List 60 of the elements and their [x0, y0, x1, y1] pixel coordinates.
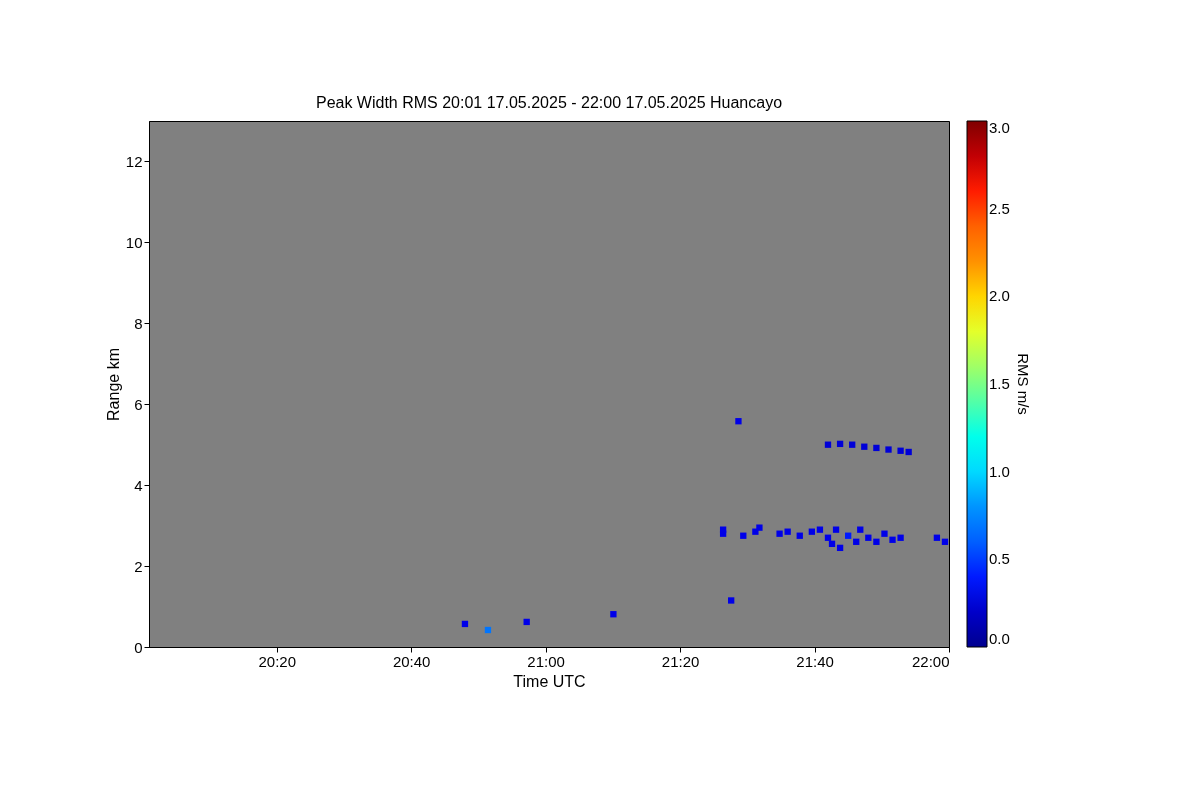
y-tick-label: 10 — [125, 233, 143, 251]
point — [735, 418, 742, 425]
x-tick-label: 20:40 — [392, 652, 431, 670]
point — [824, 534, 832, 541]
point — [796, 532, 803, 539]
x-tick-label: 21:00 — [527, 652, 565, 670]
point — [889, 536, 896, 543]
point — [933, 534, 941, 541]
point — [824, 441, 832, 448]
y-tick-label: 2 — [134, 557, 143, 575]
point — [784, 528, 791, 535]
x-tick-label: 20:20 — [258, 652, 296, 670]
point — [728, 597, 735, 604]
point — [740, 532, 747, 539]
color-bar-label: 0.0 — [989, 630, 1010, 647]
point — [610, 611, 617, 618]
point — [885, 446, 892, 453]
x-tick-label: 21:40 — [796, 652, 834, 670]
color-bar-title: RMS m/s — [1015, 353, 1032, 415]
point — [881, 530, 888, 537]
point — [873, 538, 880, 545]
color-bar-label: 1.5 — [989, 375, 1010, 392]
point — [849, 441, 856, 448]
point — [853, 538, 860, 545]
point — [523, 618, 530, 626]
color-bar-label: 0.5 — [989, 550, 1010, 568]
x-tick-label: 21:20 — [661, 652, 700, 670]
point — [845, 532, 852, 539]
point — [832, 526, 840, 533]
point — [836, 544, 844, 552]
color-bar-label: 1.0 — [989, 462, 1010, 480]
point — [857, 526, 864, 533]
color-bar-label: 3.0 — [989, 119, 1010, 136]
y-tick-label: 0 — [134, 638, 143, 656]
y-tick-label: 8 — [134, 314, 143, 332]
point — [808, 528, 816, 535]
point — [861, 443, 868, 450]
point — [941, 538, 949, 545]
y-tick-label: 6 — [134, 395, 143, 413]
y-tick-label: 4 — [134, 476, 143, 494]
point — [776, 530, 783, 537]
point — [828, 540, 836, 547]
point — [905, 448, 912, 456]
y-axis-title: Range km — [104, 348, 122, 421]
point — [719, 526, 727, 533]
point — [836, 440, 844, 448]
x-tick-label: 22:00 — [911, 652, 950, 670]
point — [897, 447, 904, 454]
point — [897, 534, 904, 541]
y-tick-label: 12 — [125, 152, 143, 170]
color-bar-label: 2.0 — [989, 287, 1010, 305]
point — [756, 524, 763, 531]
point — [484, 626, 492, 634]
point — [865, 534, 872, 541]
x-axis-title: Time UTC — [513, 672, 586, 690]
chart-title: Peak Width RMS 20:01 17.05.2025 - 22:00 17.05.2025 Huancayo — [315, 94, 783, 111]
point — [873, 444, 880, 452]
point — [461, 620, 469, 628]
point — [816, 526, 824, 533]
color-bar-label: 2.5 — [989, 199, 1010, 217]
